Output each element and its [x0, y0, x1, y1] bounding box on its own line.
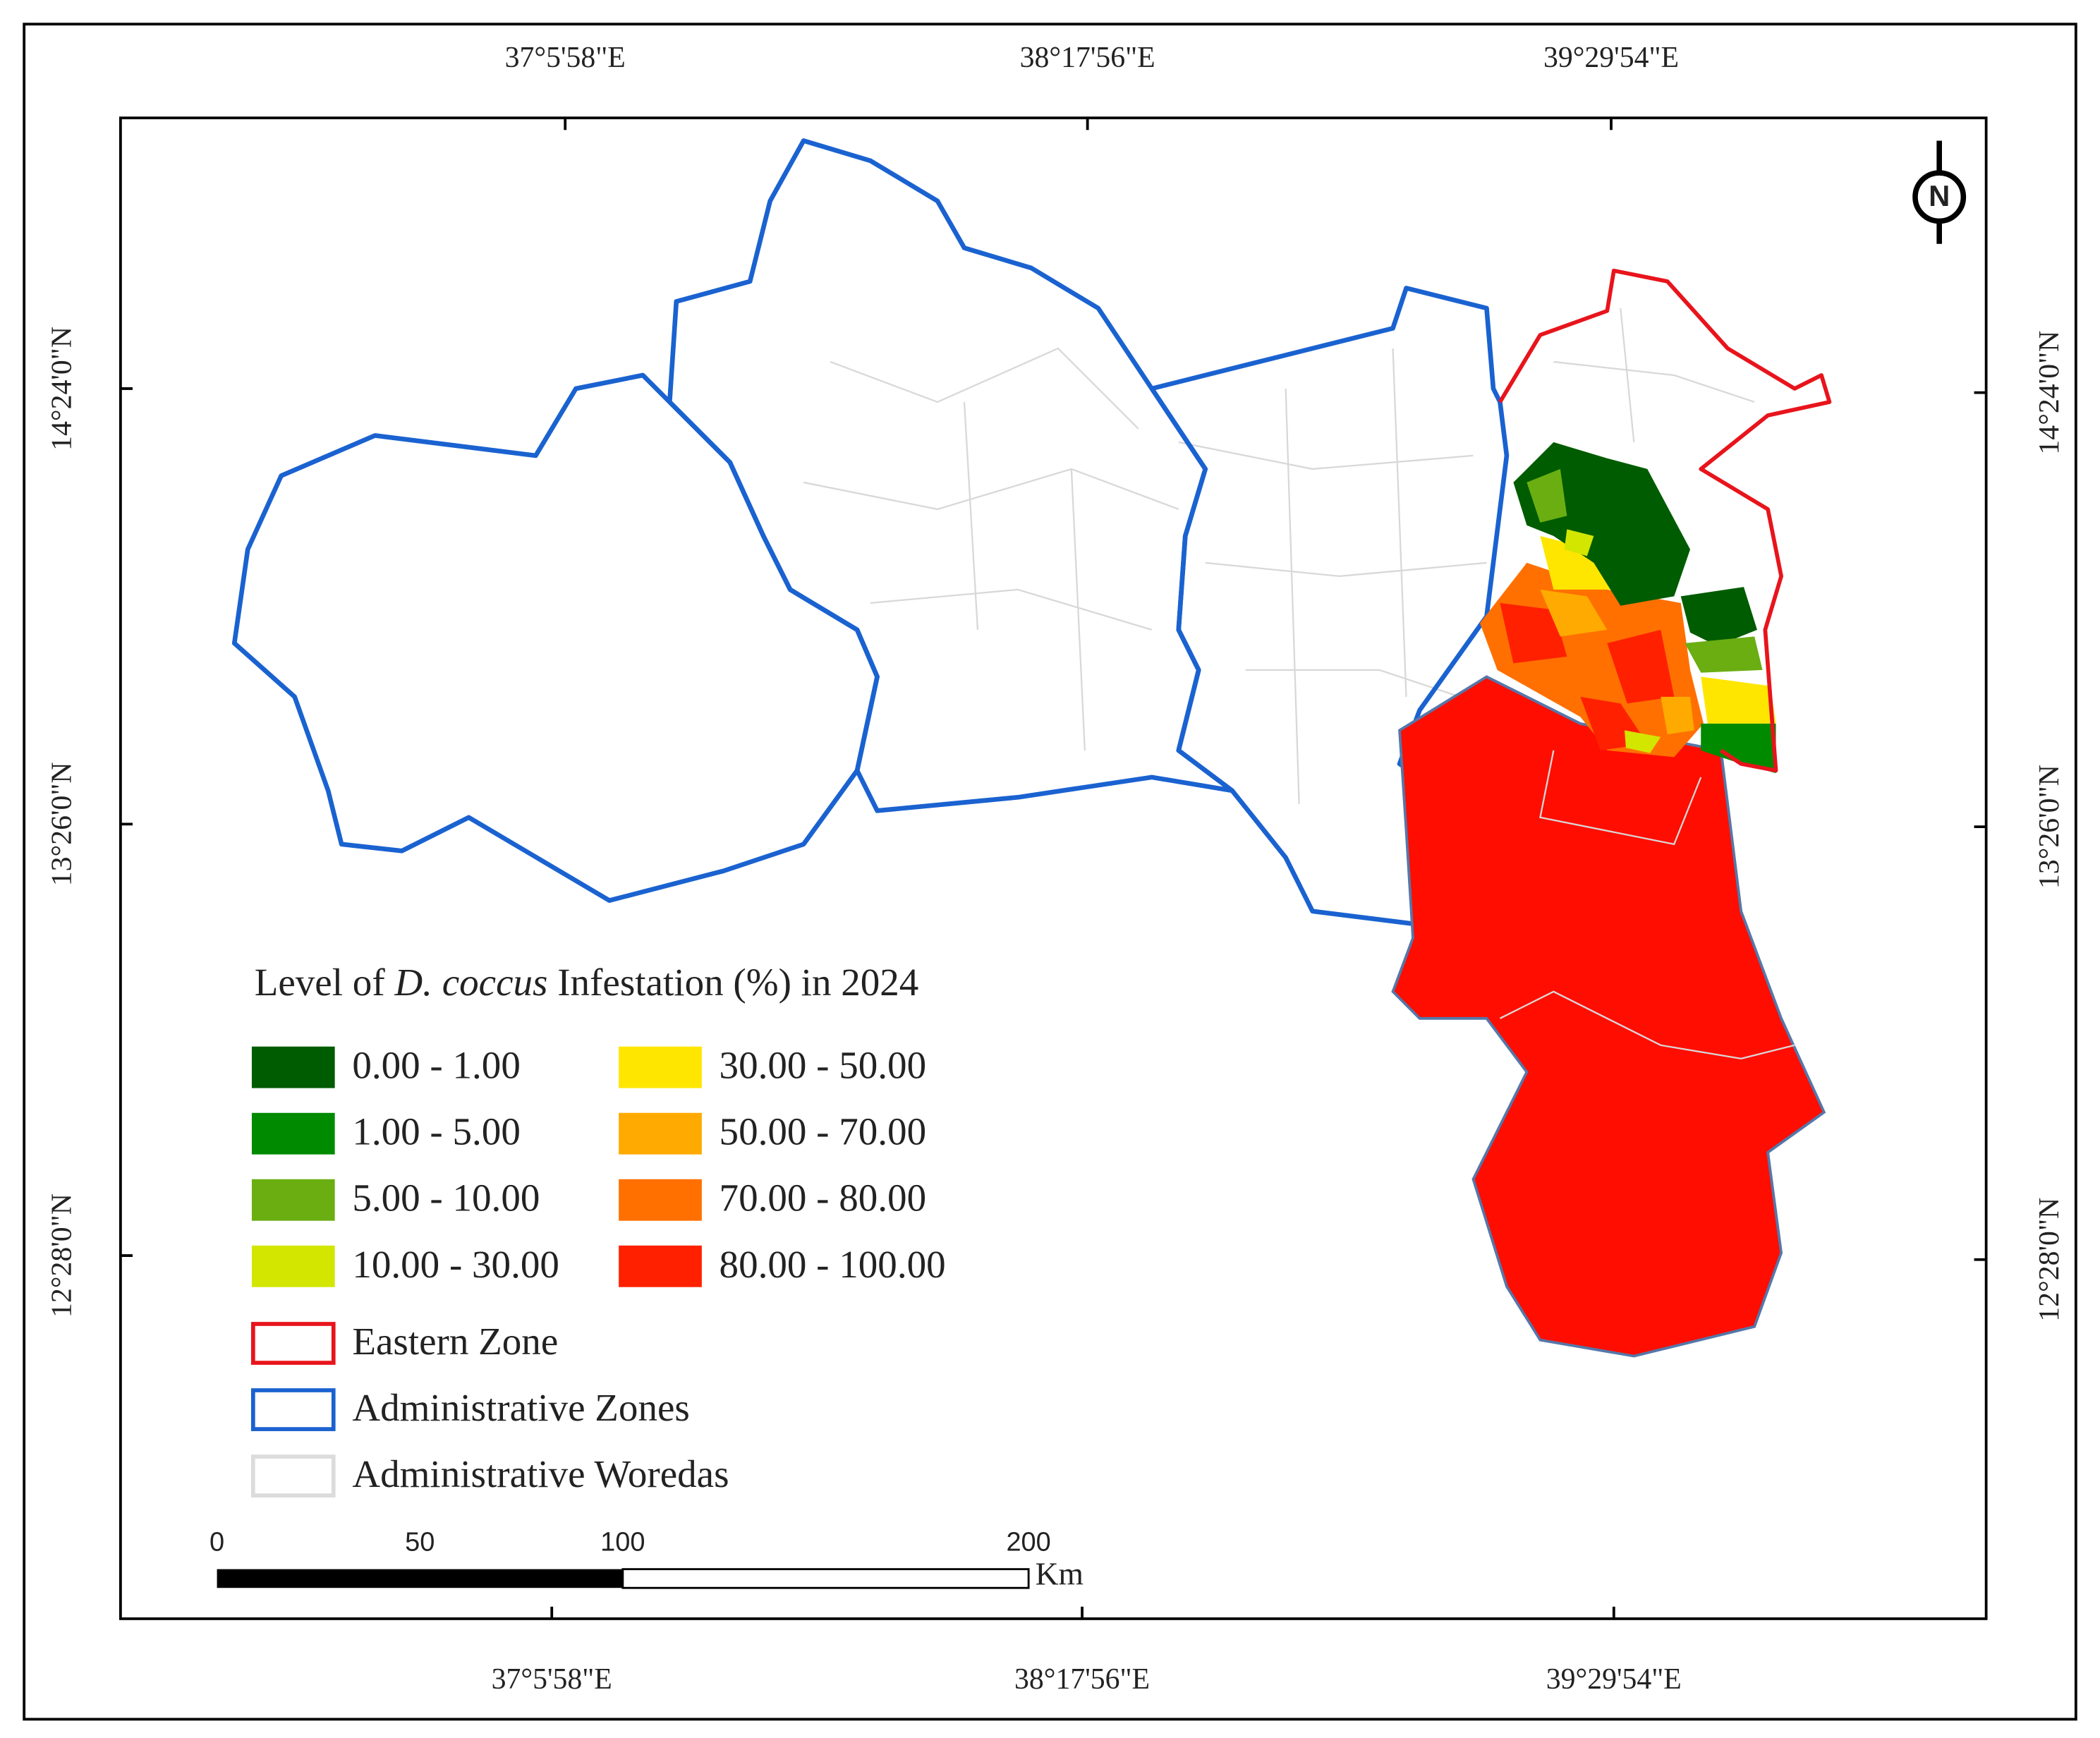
south-woreda-lines — [1499, 750, 1795, 1059]
woreda-patch — [1500, 602, 1675, 750]
legend-label: 5.00 - 10.00 — [352, 1177, 540, 1220]
scale-label: 200 — [1006, 1528, 1050, 1557]
woreda-patch — [1540, 589, 1694, 735]
scale-segment — [621, 1568, 1030, 1589]
legend-label: 0.00 - 1.00 — [352, 1044, 521, 1087]
legend-swatch — [619, 1179, 702, 1221]
latitude-label: 12°28'0"N — [2033, 1198, 2065, 1322]
legend: 0.00 - 1.00 1.00 - 5.00 5.00 - 10.00 10.00 … — [250, 1044, 946, 1497]
woreda-patch — [1701, 723, 1776, 774]
legend-swatch — [251, 1046, 335, 1088]
legend-title-before: Level of — [255, 961, 386, 1004]
scale-segment — [217, 1569, 623, 1588]
legend-swatch — [619, 1046, 702, 1088]
eastern-zone-outline — [1498, 268, 1832, 773]
legend-swatch — [250, 1322, 336, 1365]
latitude-label: 14°24'0"N — [46, 327, 78, 451]
legend-title-after: Infestation (%) in 2024 — [557, 961, 918, 1004]
legend-swatch — [251, 1245, 335, 1287]
scale-unit: Km — [1036, 1555, 1084, 1591]
legend-label: 30.00 - 50.00 — [720, 1044, 927, 1087]
longitude-label: 39°29'54"E — [1543, 42, 1679, 74]
legend-swatch — [250, 1388, 336, 1431]
scale-label: 100 — [600, 1528, 645, 1557]
scale-label: 0 — [210, 1528, 224, 1557]
latitude-label: 13°26'0"N — [2033, 765, 2065, 889]
longitude-label: 37°5'58"E — [492, 1663, 612, 1696]
legend-title: Level of D. coccus Infestation (%) in 20… — [255, 961, 919, 1004]
legend-swatch — [619, 1245, 702, 1287]
longitude-label: 39°29'54"E — [1546, 1663, 1682, 1696]
outer-frame — [23, 23, 2077, 1721]
legend-label: Administrative Woredas — [352, 1452, 729, 1495]
woreda-patch — [1540, 535, 1776, 724]
legend-swatch — [250, 1454, 336, 1497]
legend-label: Administrative Zones — [352, 1386, 690, 1429]
legend-swatch — [251, 1112, 335, 1155]
legend-swatch — [619, 1112, 702, 1155]
woreda-patch — [1564, 529, 1661, 753]
legend-swatch — [251, 1179, 335, 1221]
north-arrow-ring — [1912, 170, 1967, 224]
latitude-label: 12°28'0"N — [46, 1193, 78, 1318]
legend-label: 10.00 - 30.00 — [352, 1243, 559, 1286]
legend-title-italic: D. coccus — [394, 961, 547, 1004]
scale-label: 50 — [405, 1528, 435, 1557]
latitude-label: 13°26'0"N — [46, 762, 78, 886]
woreda-patch — [1527, 468, 1763, 673]
north-arrow: N — [1912, 140, 1967, 244]
infestation-woredas — [1479, 442, 1776, 774]
latitude-label: 14°24'0"N — [2033, 331, 2065, 455]
south-zone-area — [1391, 675, 1826, 1358]
legend-label: 1.00 - 5.00 — [352, 1110, 521, 1153]
graticule-labels: 37°5'58"E 38°17'56"E 39°29'54"E 37°5'58"E 38… — [46, 42, 2066, 1696]
woreda-patch — [1513, 442, 1757, 646]
longitude-label: 37°5'58"E — [505, 42, 626, 74]
legend-label: 80.00 - 100.00 — [720, 1243, 946, 1286]
legend-label: 50.00 - 70.00 — [720, 1110, 927, 1153]
longitude-label: 38°17'56"E — [1020, 42, 1155, 74]
legend-label: Eastern Zone — [352, 1320, 558, 1363]
north-label: N — [1929, 179, 1950, 212]
legend-label: 70.00 - 80.00 — [720, 1177, 927, 1220]
longitude-label: 38°17'56"E — [1014, 1663, 1150, 1696]
